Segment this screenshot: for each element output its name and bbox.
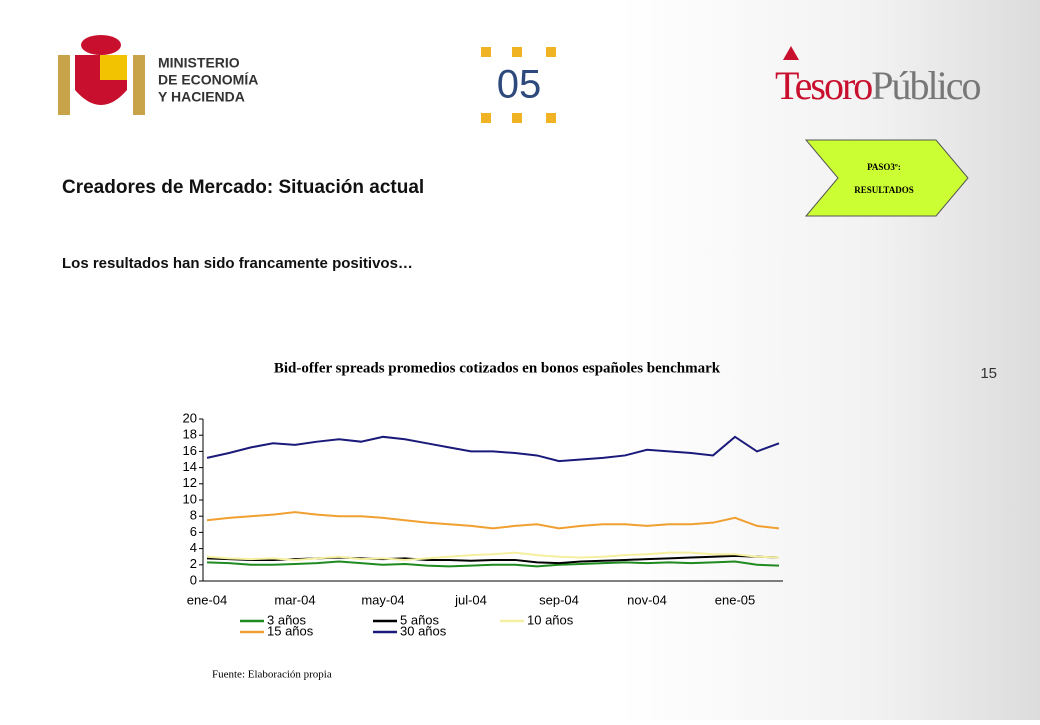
series-line (206, 551, 780, 561)
x-tick-label: jul-04 (454, 592, 487, 607)
x-tick-label: nov-04 (627, 592, 667, 607)
brand: TesoroPúblico (775, 63, 981, 108)
legend-label: 10 años (527, 612, 574, 627)
y-tick-label: 4 (190, 540, 197, 555)
brand-part: Público (871, 63, 980, 108)
series-line (206, 511, 780, 530)
series-line (206, 435, 780, 463)
y-tick-label: 14 (183, 459, 197, 474)
crown (783, 46, 799, 60)
x-tick-label: ene-05 (715, 592, 755, 607)
slide-title: Creadores de Mercado: Situación actual (62, 177, 424, 198)
slide-subtitle: Los resultados han sido francamente posi… (62, 255, 413, 272)
legend-label: 3 años (267, 612, 307, 627)
step-arrow (804, 139, 969, 217)
ministry-line: MINISTERIO (158, 55, 240, 71)
chart-title: Bid-offer spreads promedios cotizados en… (274, 360, 721, 376)
x-tick-label: ene-04 (187, 592, 227, 607)
y-tick-label: 6 (190, 524, 197, 539)
x-tick-label: sep-04 (539, 592, 579, 607)
y-tick-label: 16 (183, 443, 197, 458)
legend-label: 5 años (400, 612, 440, 627)
y-tick-label: 8 (190, 508, 197, 523)
legend-label: 30 años (400, 623, 447, 638)
step-label: RESULTADOS (854, 185, 914, 195)
step-label: PASO3º: (867, 162, 901, 172)
legend-label: 15 años (267, 623, 314, 638)
source: Fuente: Elaboración propia (212, 669, 332, 681)
background (620, 0, 1040, 720)
page-number: 15 (980, 365, 997, 382)
section-number: 05 (497, 63, 542, 107)
y-tick-label: 20 (183, 410, 197, 425)
y-tick-label: 18 (183, 427, 197, 442)
coat-of-arms (58, 35, 145, 115)
y-tick-label: 10 (183, 491, 197, 506)
ministry-line: Y HACIENDA (158, 89, 245, 105)
ministry-line: DE ECONOMÍA (158, 72, 258, 88)
y-tick-label: 2 (190, 556, 197, 571)
y-tick-label: 0 (190, 572, 197, 587)
series-line (206, 560, 780, 568)
section-marks (481, 47, 556, 123)
brand-part: Tesoro (775, 63, 872, 108)
x-tick-label: mar-04 (274, 592, 315, 607)
y-tick-label: 12 (183, 475, 197, 490)
x-tick-label: may-04 (361, 592, 404, 607)
